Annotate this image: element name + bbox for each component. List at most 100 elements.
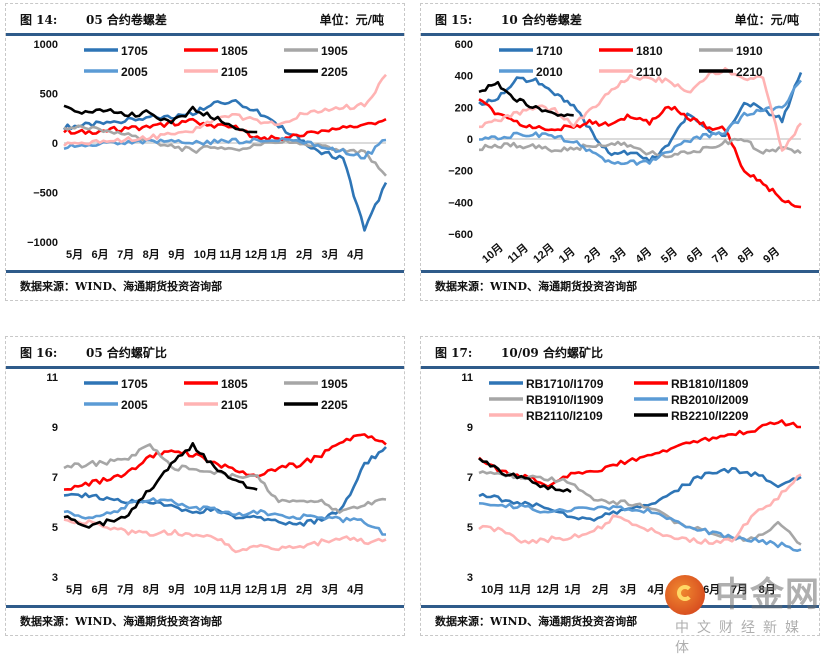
x-tick-label: 7月: [709, 245, 730, 266]
x-tick-label: 3月: [620, 583, 637, 596]
y-tick-label: 11: [46, 372, 58, 384]
series-line-2005: [63, 497, 386, 536]
watermark-subtitle: 中文财经新媒体: [675, 620, 807, 656]
series-line-2010: [479, 79, 802, 166]
series-line-1710: [478, 72, 803, 163]
x-tick-label: 5月: [66, 583, 83, 596]
legend-label: 1805: [221, 377, 248, 391]
panel-header: 图 15: 10 合约卷螺差 单位：元/吨: [421, 4, 819, 34]
legend-item: 2105: [184, 65, 248, 79]
y-tick-label: 600: [455, 39, 473, 51]
footer-divider: [6, 605, 404, 608]
legend-label: 2210: [736, 65, 763, 79]
y-tick-label: 5: [52, 522, 58, 534]
header-divider: [6, 33, 404, 36]
series-line-2110: [479, 66, 802, 152]
x-tick-label: 4月: [648, 583, 665, 596]
chart-panel-fig15: 图 15: 10 合约卷螺差 单位：元/吨 600 400 200 0 −200 −400…: [420, 3, 820, 301]
figure-number: 图 14:: [20, 13, 58, 27]
chart-title: 05 合约卷螺差: [86, 13, 167, 27]
legend-label: 2205: [321, 398, 348, 412]
series-line-2005: [63, 136, 387, 160]
chart-title: 10 合约卷螺差: [501, 13, 582, 27]
y-tick-label: 200: [455, 102, 473, 114]
legend-label: 1905: [321, 44, 348, 58]
x-tick-label: 7月: [731, 583, 748, 596]
y-tick-label: 400: [455, 71, 473, 83]
legend-item: 2205: [284, 398, 348, 412]
x-tick-label: 12月: [537, 583, 560, 596]
x-tick-label: 5月: [66, 248, 83, 261]
legend-label: 1805: [221, 44, 248, 58]
series-line-2105: [63, 518, 387, 554]
x-tick-label: 6月: [684, 245, 705, 266]
x-tick-label: 3月: [322, 248, 339, 261]
y-tick-label: 5: [467, 522, 473, 534]
watermark-logo-icon: [665, 575, 705, 615]
legend-label: 1705: [121, 44, 148, 58]
footer-divider: [6, 270, 404, 273]
watermark: 中金网 中文财经新媒体: [665, 565, 825, 656]
legend-item: 1905: [284, 377, 348, 391]
header-divider: [6, 366, 404, 369]
x-tick-label: 12月: [245, 248, 268, 261]
legend-label: 2105: [221, 398, 248, 412]
legend-label: 1905: [321, 377, 348, 391]
series-line-rb2110-i2109: [478, 473, 802, 545]
x-tick-label: 8月: [143, 583, 160, 596]
header-divider: [421, 33, 819, 36]
legend-item: 2010: [499, 65, 563, 79]
legend-label: 1705: [121, 377, 148, 391]
legend-item: 1910: [699, 44, 763, 58]
figure-number: 图 17:: [435, 346, 473, 360]
legend-item: RB2010/I2009: [634, 393, 749, 407]
series-line-rb1710-i1709: [478, 467, 802, 522]
x-tick-label: 5月: [658, 245, 679, 266]
y-tick-label: 1000: [34, 39, 58, 51]
chart-unit: 单位：元/吨: [319, 13, 384, 27]
x-tick-label: 8月: [143, 248, 160, 261]
line-chart: 11 9 7 5 3 5月 6月 7月 8月 9月 10月 11月 12月 1月 2月 3月 4月 1705 180…: [46, 372, 387, 596]
legend-item: 1810: [599, 44, 663, 58]
legend-label: 2110: [636, 65, 662, 79]
x-tick-label: 4月: [347, 248, 364, 261]
x-tick-label: 10月: [481, 583, 504, 596]
legend-item: 2210: [699, 65, 763, 79]
x-tick-label: 9月: [761, 245, 782, 266]
legend-label: 2205: [321, 65, 348, 79]
x-tick-label: 1月: [270, 248, 287, 261]
series-line-1910: [479, 137, 802, 159]
x-tick-label: 3月: [607, 245, 628, 266]
legend-item: 2205: [284, 65, 348, 79]
footer-divider: [421, 270, 819, 273]
figure-number: 图 16:: [20, 346, 58, 360]
series-line-2205: [63, 442, 258, 529]
x-tick-label: 10月: [194, 248, 217, 261]
series-line-1805: [63, 433, 387, 491]
legend-label: RB1910/I1909: [526, 393, 604, 407]
y-tick-label: 9: [52, 422, 58, 434]
x-tick-label: 1月: [564, 583, 581, 596]
chart-title: 10/09 合约螺矿比: [501, 346, 603, 360]
chart-unit: 单位：元/吨: [734, 13, 799, 27]
legend-item: 1905: [284, 44, 348, 58]
legend-label: RB2110/I2109: [526, 409, 603, 423]
x-tick-label: 12月: [245, 583, 268, 596]
legend-label: RB2210/I2209: [671, 409, 749, 423]
legend-label: 2005: [121, 65, 148, 79]
legend-label: 1810: [636, 44, 663, 58]
y-tick-label: 9: [467, 422, 473, 434]
series-line-rb2210-i2209: [478, 457, 572, 494]
y-tick-label: 3: [52, 572, 58, 584]
legend-item: 1805: [184, 44, 248, 58]
x-tick-label: 6月: [92, 248, 109, 261]
y-tick-label: −400: [448, 197, 473, 209]
y-tick-label: 11: [461, 372, 473, 384]
legend-label: 1910: [736, 44, 763, 58]
series-line-rb2010-i2009: [478, 502, 802, 552]
x-tick-label: 2月: [592, 583, 609, 596]
y-tick-label: 3: [467, 572, 473, 584]
x-tick-label: 4月: [347, 583, 364, 596]
y-tick-label: −1000: [27, 237, 58, 249]
x-tick-label: 2月: [296, 248, 313, 261]
